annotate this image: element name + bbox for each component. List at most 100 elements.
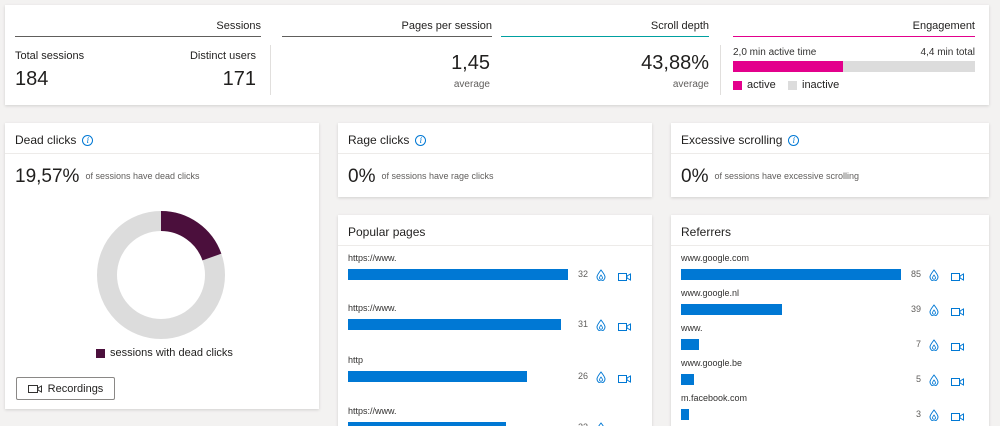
rage-clicks-stat: 0% of sessions have rage clicks [348,166,494,188]
recordings-button[interactable]: Recordings [16,377,115,400]
recording-icon[interactable] [951,409,965,421]
recording-icon[interactable] [951,339,965,351]
list-item-value: 85 [910,269,921,279]
rage-clicks-value: 0% [348,166,376,187]
divider [270,45,271,95]
total-sessions-label: Total sessions [15,50,85,62]
engagement-legend-active: active [733,79,776,91]
engagement-active-time: 2,0 min active time [733,47,817,58]
dead-clicks-legend-label: sessions with dead clicks [110,347,233,359]
heatmap-icon[interactable] [929,268,943,282]
summary-card: Sessions Total sessions 184 Distinct use… [5,5,989,105]
heatmap-icon[interactable] [929,303,943,317]
list-item-url[interactable]: www. [681,323,703,333]
pages-per-session-sub: average [453,79,490,90]
recording-icon[interactable] [618,269,632,281]
divider [671,153,989,154]
recording-icon[interactable] [618,319,632,331]
dead-clicks-value: 19,57% [15,166,80,187]
list-item-value: 23 [564,422,588,426]
dead-clicks-note: of sessions have dead clicks [85,171,200,181]
donut-segment-dead-clicks [97,211,225,339]
dead-clicks-card: Dead clicks i 19,57% of sessions have dead… [5,123,319,409]
list-item-url[interactable]: https://www. [348,253,397,263]
excessive-scrolling-title-text: Excessive scrolling [681,133,783,147]
list-item-bar [681,304,782,315]
referrers-title: Referrers [681,225,732,239]
rage-clicks-card: Rage clicks i 0% of sessions have rage cli… [338,123,652,197]
active-swatch [733,80,742,90]
info-icon[interactable]: i [788,135,800,146]
excessive-scrolling-note: of sessions have excessive scrolling [714,171,860,181]
heatmap-icon[interactable] [929,338,943,352]
engagement-active-fill [733,61,843,72]
scroll-depth-value: 43,88% [641,52,709,74]
list-item-url[interactable]: m.facebook.com [681,393,748,403]
popular-pages-card: Popular pages https://www. 32 https://www.… [338,215,652,426]
list-item-value: 39 [910,304,921,314]
list-item-value: 32 [577,269,588,279]
popular-pages-title: Popular pages [348,225,426,239]
excessive-scrolling-value: 0% [681,166,709,187]
list-item-value: 26 [577,371,588,381]
list-item-bar [681,339,700,350]
heatmap-icon[interactable] [596,268,610,282]
rage-clicks-title-text: Rage clicks [348,133,410,147]
engagement-header: Engagement [733,20,975,37]
list-item-value: 3 [915,409,921,419]
heatmap-icon[interactable] [596,318,610,332]
divider [338,153,652,154]
excessive-scrolling-stat: 0% of sessions have excessive scrolling [681,166,859,188]
divider [671,245,989,246]
dead-clicks-title: Dead clicks i [15,133,94,147]
inactive-legend-label: inactive [802,79,840,91]
inactive-swatch [788,80,797,90]
divider [5,153,319,154]
divider [720,45,721,95]
heatmap-icon[interactable] [929,373,943,387]
engagement-legend-inactive: inactive [788,79,839,91]
list-item-bar [348,422,507,426]
scroll-depth-sub: average [672,79,709,90]
dead-clicks-donut [97,211,225,339]
dead-clicks-swatch [96,348,105,358]
recording-icon[interactable] [618,422,632,426]
info-icon[interactable]: i [415,135,427,146]
recording-icon[interactable] [951,269,965,281]
sessions-header: Sessions [15,20,261,37]
list-item-url[interactable]: http [348,355,364,365]
recording-icon[interactable] [618,371,632,383]
divider [338,245,652,246]
list-item-url[interactable]: www.google.com [681,253,750,263]
rage-clicks-note: of sessions have rage clicks [381,171,494,181]
recording-icon[interactable] [951,304,965,316]
recording-icon[interactable] [951,374,965,386]
distinct-users-value: 171 [222,68,256,90]
engagement-total-time: 4,4 min total [920,47,975,58]
pages-per-session-header: Pages per session [282,20,492,37]
list-item-value: 5 [915,374,921,384]
list-item-bar [348,319,562,330]
referrers-card: Referrers www.google.com 85 www.google.nl 3… [671,215,989,426]
list-item-url[interactable]: https://www. [348,303,397,313]
scroll-depth-header: Scroll depth [501,20,709,37]
list-item-value: 7 [915,339,921,349]
excessive-scrolling-title: Excessive scrolling i [681,133,800,147]
list-item-url[interactable]: https://www. [348,406,397,416]
total-sessions-value: 184 [15,68,49,90]
heatmap-icon[interactable] [596,370,610,384]
list-item-bar [681,269,901,280]
engagement-bar [733,61,975,72]
list-item-url[interactable]: www.google.be [681,358,743,368]
list-item-bar [681,409,689,420]
dead-clicks-title-text: Dead clicks [15,133,77,147]
list-item-url[interactable]: www.google.nl [681,288,740,298]
excessive-scrolling-card: Excessive scrolling i 0% of sessions have … [671,123,989,197]
list-item-bar [348,269,568,280]
distinct-users-label: Distinct users [189,50,256,62]
info-icon[interactable]: i [82,135,94,146]
dead-clicks-stat: 19,57% of sessions have dead clicks [15,166,200,188]
heatmap-icon[interactable] [929,408,943,422]
heatmap-icon[interactable] [596,421,610,426]
recordings-button-label: Recordings [47,382,104,395]
